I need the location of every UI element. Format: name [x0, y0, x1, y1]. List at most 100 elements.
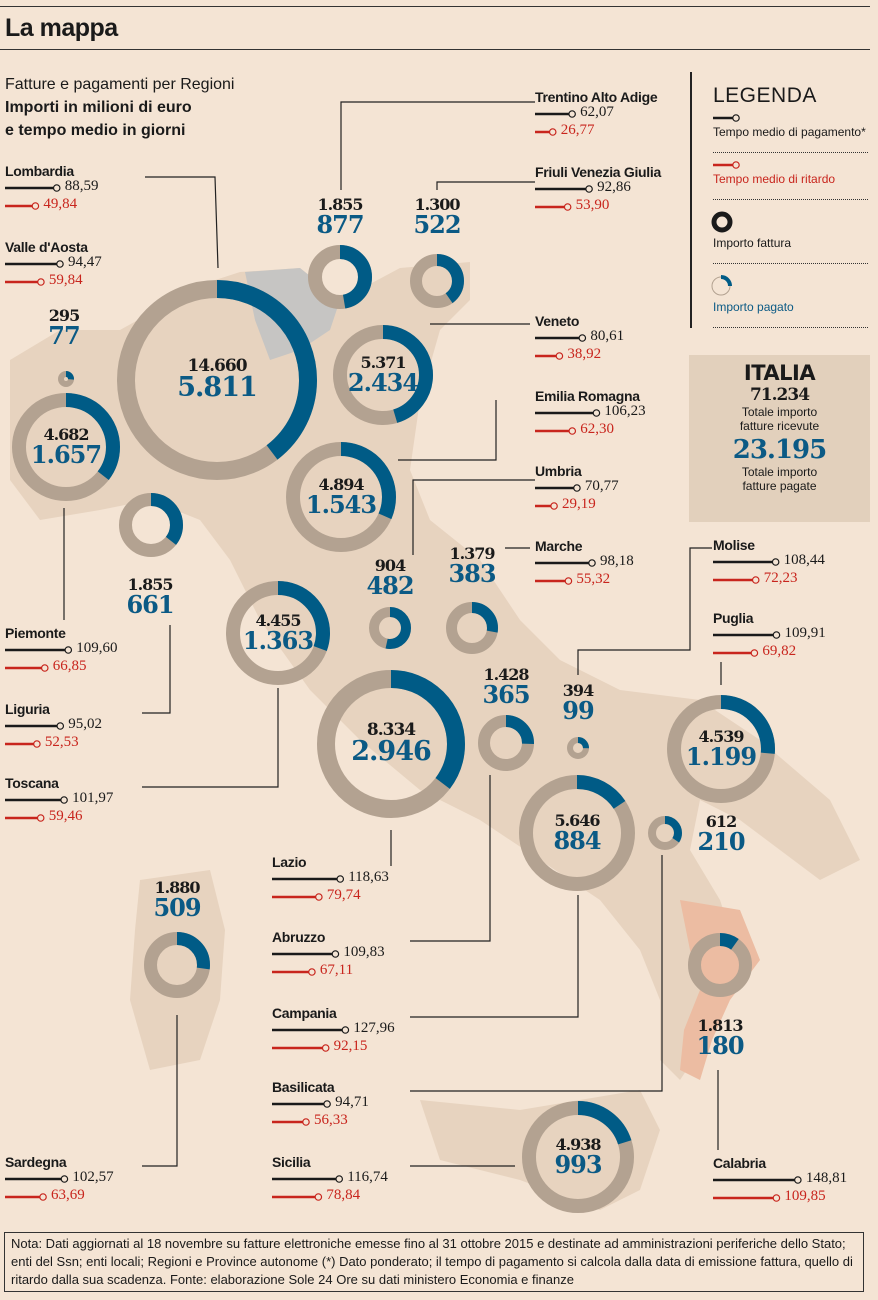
invoice-amount-trentino-alto-adige: 1.855 [317, 195, 363, 214]
paid-amount-piemonte: 1.657 [30, 440, 102, 469]
delay-days-marche: 55,32 [576, 571, 611, 587]
paid-arc [567, 737, 589, 759]
invoice-amount-abruzzo: 1.428 [483, 665, 529, 684]
paid-arc [317, 670, 465, 818]
paid-amount-calabria: 180 [696, 1031, 744, 1060]
paid-amount-sardegna: 509 [153, 893, 201, 922]
leader-line-sardegna [142, 1015, 178, 1167]
region-name-marche: Marche [535, 538, 583, 554]
payment-time-bar [713, 1176, 802, 1184]
delay-days-liguria: 52,53 [44, 734, 79, 750]
paid-amount-umbria: 482 [366, 571, 414, 600]
donut-sicilia [522, 1101, 634, 1213]
invoice-amount-puglia: 4.539 [698, 727, 744, 746]
paid-amount-marche: 383 [448, 559, 496, 588]
invoice-ring-icon [711, 211, 733, 233]
leader-line-toscana [142, 688, 279, 788]
leader-line-campania [410, 895, 579, 1018]
delay-days-trentino-alto-adige: 26,77 [560, 122, 595, 138]
region-name-lazio: Lazio [272, 854, 307, 870]
invoice-amount-molise: 394 [562, 681, 594, 700]
paid-arc [226, 581, 330, 685]
payment-time-bar [5, 260, 64, 268]
delay-days-puglia: 69,82 [762, 643, 797, 659]
payment-days-marche: 98,18 [599, 553, 634, 569]
invoice-amount-valle-d-aosta: 295 [48, 306, 80, 325]
donut-valle-d-aosta [58, 371, 74, 387]
paid-arc [478, 715, 534, 771]
paid-amount-toscana: 1.363 [242, 626, 314, 655]
legend-payment-time: Tempo medio di pagamento* [713, 125, 866, 139]
paid-arc [58, 371, 74, 387]
delay-days-friuli-venezia-giulia: 53,90 [575, 197, 610, 213]
delay-time-bar [5, 740, 41, 748]
delay-days-calabria: 109,85 [784, 1188, 826, 1204]
paid-arc [12, 393, 120, 501]
paid-amount-sicilia: 993 [554, 1150, 602, 1179]
payment-time-bar [713, 631, 781, 639]
payment-time-bar [5, 796, 68, 804]
leader-lines [63, 101, 722, 1167]
delay-time-bar [272, 1193, 323, 1201]
region-name-basilicata: Basilicata [272, 1079, 335, 1095]
invoice-amount-sicilia: 4.938 [555, 1135, 601, 1154]
paid-arc [519, 775, 635, 891]
paid-arc [410, 254, 464, 308]
payment-time-bar [272, 1100, 331, 1108]
donut-campania [519, 775, 635, 891]
leader-line-lombardia [145, 176, 219, 269]
title-rule [0, 49, 870, 50]
paid-arc [308, 245, 372, 309]
payment-days-sicilia: 116,74 [347, 1169, 388, 1185]
leader-line-trentino-alto-adige [340, 101, 535, 190]
legend-divider [713, 327, 868, 328]
donut-liguria [119, 493, 183, 557]
paid-amount-lombardia: 5.811 [177, 372, 258, 403]
paid-amount-abruzzo: 365 [482, 680, 530, 709]
invoice-amount-sardegna: 1.880 [154, 878, 200, 897]
donut-sardegna [144, 932, 210, 998]
invoice-amount-lombardia: 14.660 [187, 356, 247, 376]
payment-time-bar [535, 334, 587, 342]
payment-time-bar [272, 1175, 344, 1183]
paid-arc [446, 602, 498, 654]
payment-time-bar [535, 484, 581, 492]
leader-line-umbria [412, 479, 535, 555]
payment-days-puglia: 109,91 [784, 625, 826, 641]
region-name-lombardia: Lombardia [5, 163, 74, 179]
paid-arc [688, 933, 752, 997]
donut-molise [567, 737, 589, 759]
payment-time-bar [5, 646, 73, 654]
subtitle-units: Importi in milioni di euro [5, 99, 192, 116]
legend-title: LEGENDA [713, 84, 817, 107]
delay-days-toscana: 59,46 [48, 808, 83, 824]
paid-amount-basilicata: 210 [697, 827, 745, 856]
payment-time-bar [5, 722, 65, 730]
region-name-liguria: Liguria [5, 701, 50, 717]
invoice-amount-friuli-venezia-giulia: 1.300 [414, 195, 460, 214]
delay-time-bar [713, 576, 760, 584]
payment-days-valle-d-aosta: 94,47 [67, 254, 102, 270]
region-name-umbria: Umbria [535, 463, 582, 479]
delay-time-bar [5, 202, 40, 210]
payment-days-toscana: 101,97 [72, 790, 114, 806]
leader-line-basilicata [410, 855, 663, 1092]
delay-days-sardegna: 63,69 [51, 1187, 85, 1203]
donut-lazio [317, 670, 465, 818]
legend-divider [713, 199, 868, 200]
payment-days-veneto: 80,61 [590, 328, 625, 344]
payment-days-calabria: 148,81 [805, 1170, 848, 1186]
legend-delay-time: Tempo medio di ritardo [713, 172, 836, 186]
invoice-amount-emilia-romagna: 4.894 [318, 475, 364, 494]
delay-time-bar [272, 968, 316, 976]
payment-time-bar [272, 875, 345, 883]
delay-days-molise: 72,23 [763, 570, 798, 586]
payment-days-trentino-alto-adige: 62,07 [580, 104, 614, 120]
italia-title: ITALIA [743, 361, 816, 385]
paid-amount-molise: 99 [562, 696, 594, 725]
delay-days-basilicata: 56,33 [313, 1112, 348, 1128]
region-name-piemonte: Piemonte [5, 625, 66, 641]
donut-charts [12, 245, 775, 1213]
paid-arc [333, 325, 433, 425]
delay-time-bar [5, 278, 45, 286]
